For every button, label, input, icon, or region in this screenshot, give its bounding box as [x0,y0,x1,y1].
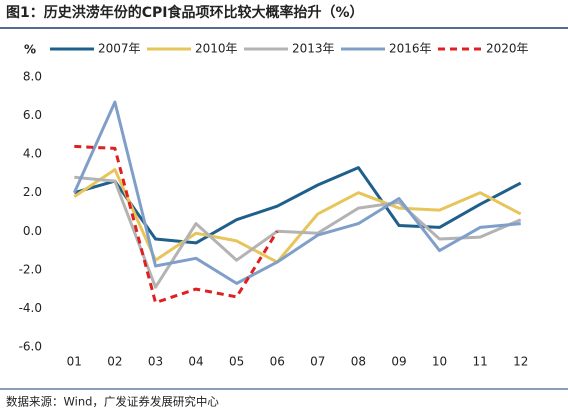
x-tick-label: 09 [391,355,406,369]
y-tick-label: 8.0 [23,70,42,84]
legend-label: 2013年 [292,42,335,56]
series-line [72,100,521,285]
x-tick-label: 07 [310,355,325,369]
y-axis-label: % [24,43,36,57]
legend-label: 2016年 [389,42,432,56]
series-line [74,175,522,289]
chart-title: 图1：历史洪涝年份的CPI食品项环比较大概率抬升（%） [6,4,364,21]
y-tick-label: 0.0 [23,224,42,238]
y-tick-label: 6.0 [23,108,42,122]
x-tick-label: 11 [472,355,487,369]
x-tick-label: 01 [67,355,82,369]
y-tick-label: -6.0 [19,340,42,354]
series-line [74,144,279,305]
x-tick-label: 08 [351,355,366,369]
x-tick-label: 02 [107,355,122,369]
legend-label: 2020年 [486,42,529,56]
y-tick-label: 2.0 [23,185,42,199]
y-tick-label: -4.0 [19,301,42,315]
x-tick-label: 06 [270,355,285,369]
series-line [73,168,522,264]
legend-label: 2010年 [195,42,238,56]
series-line [73,166,522,245]
x-tick-label: 12 [513,355,528,369]
source: 数据来源：Wind，广发证券发展研究中心 [6,395,219,409]
x-tick-label: 03 [148,355,163,369]
x-tick-label: 10 [432,355,447,369]
x-tick-label: 04 [188,355,203,369]
x-tick-label: 05 [229,355,244,369]
y-tick-label: 4.0 [23,147,42,161]
legend-label: 2007年 [98,42,141,56]
y-tick-label: -2.0 [19,262,42,276]
